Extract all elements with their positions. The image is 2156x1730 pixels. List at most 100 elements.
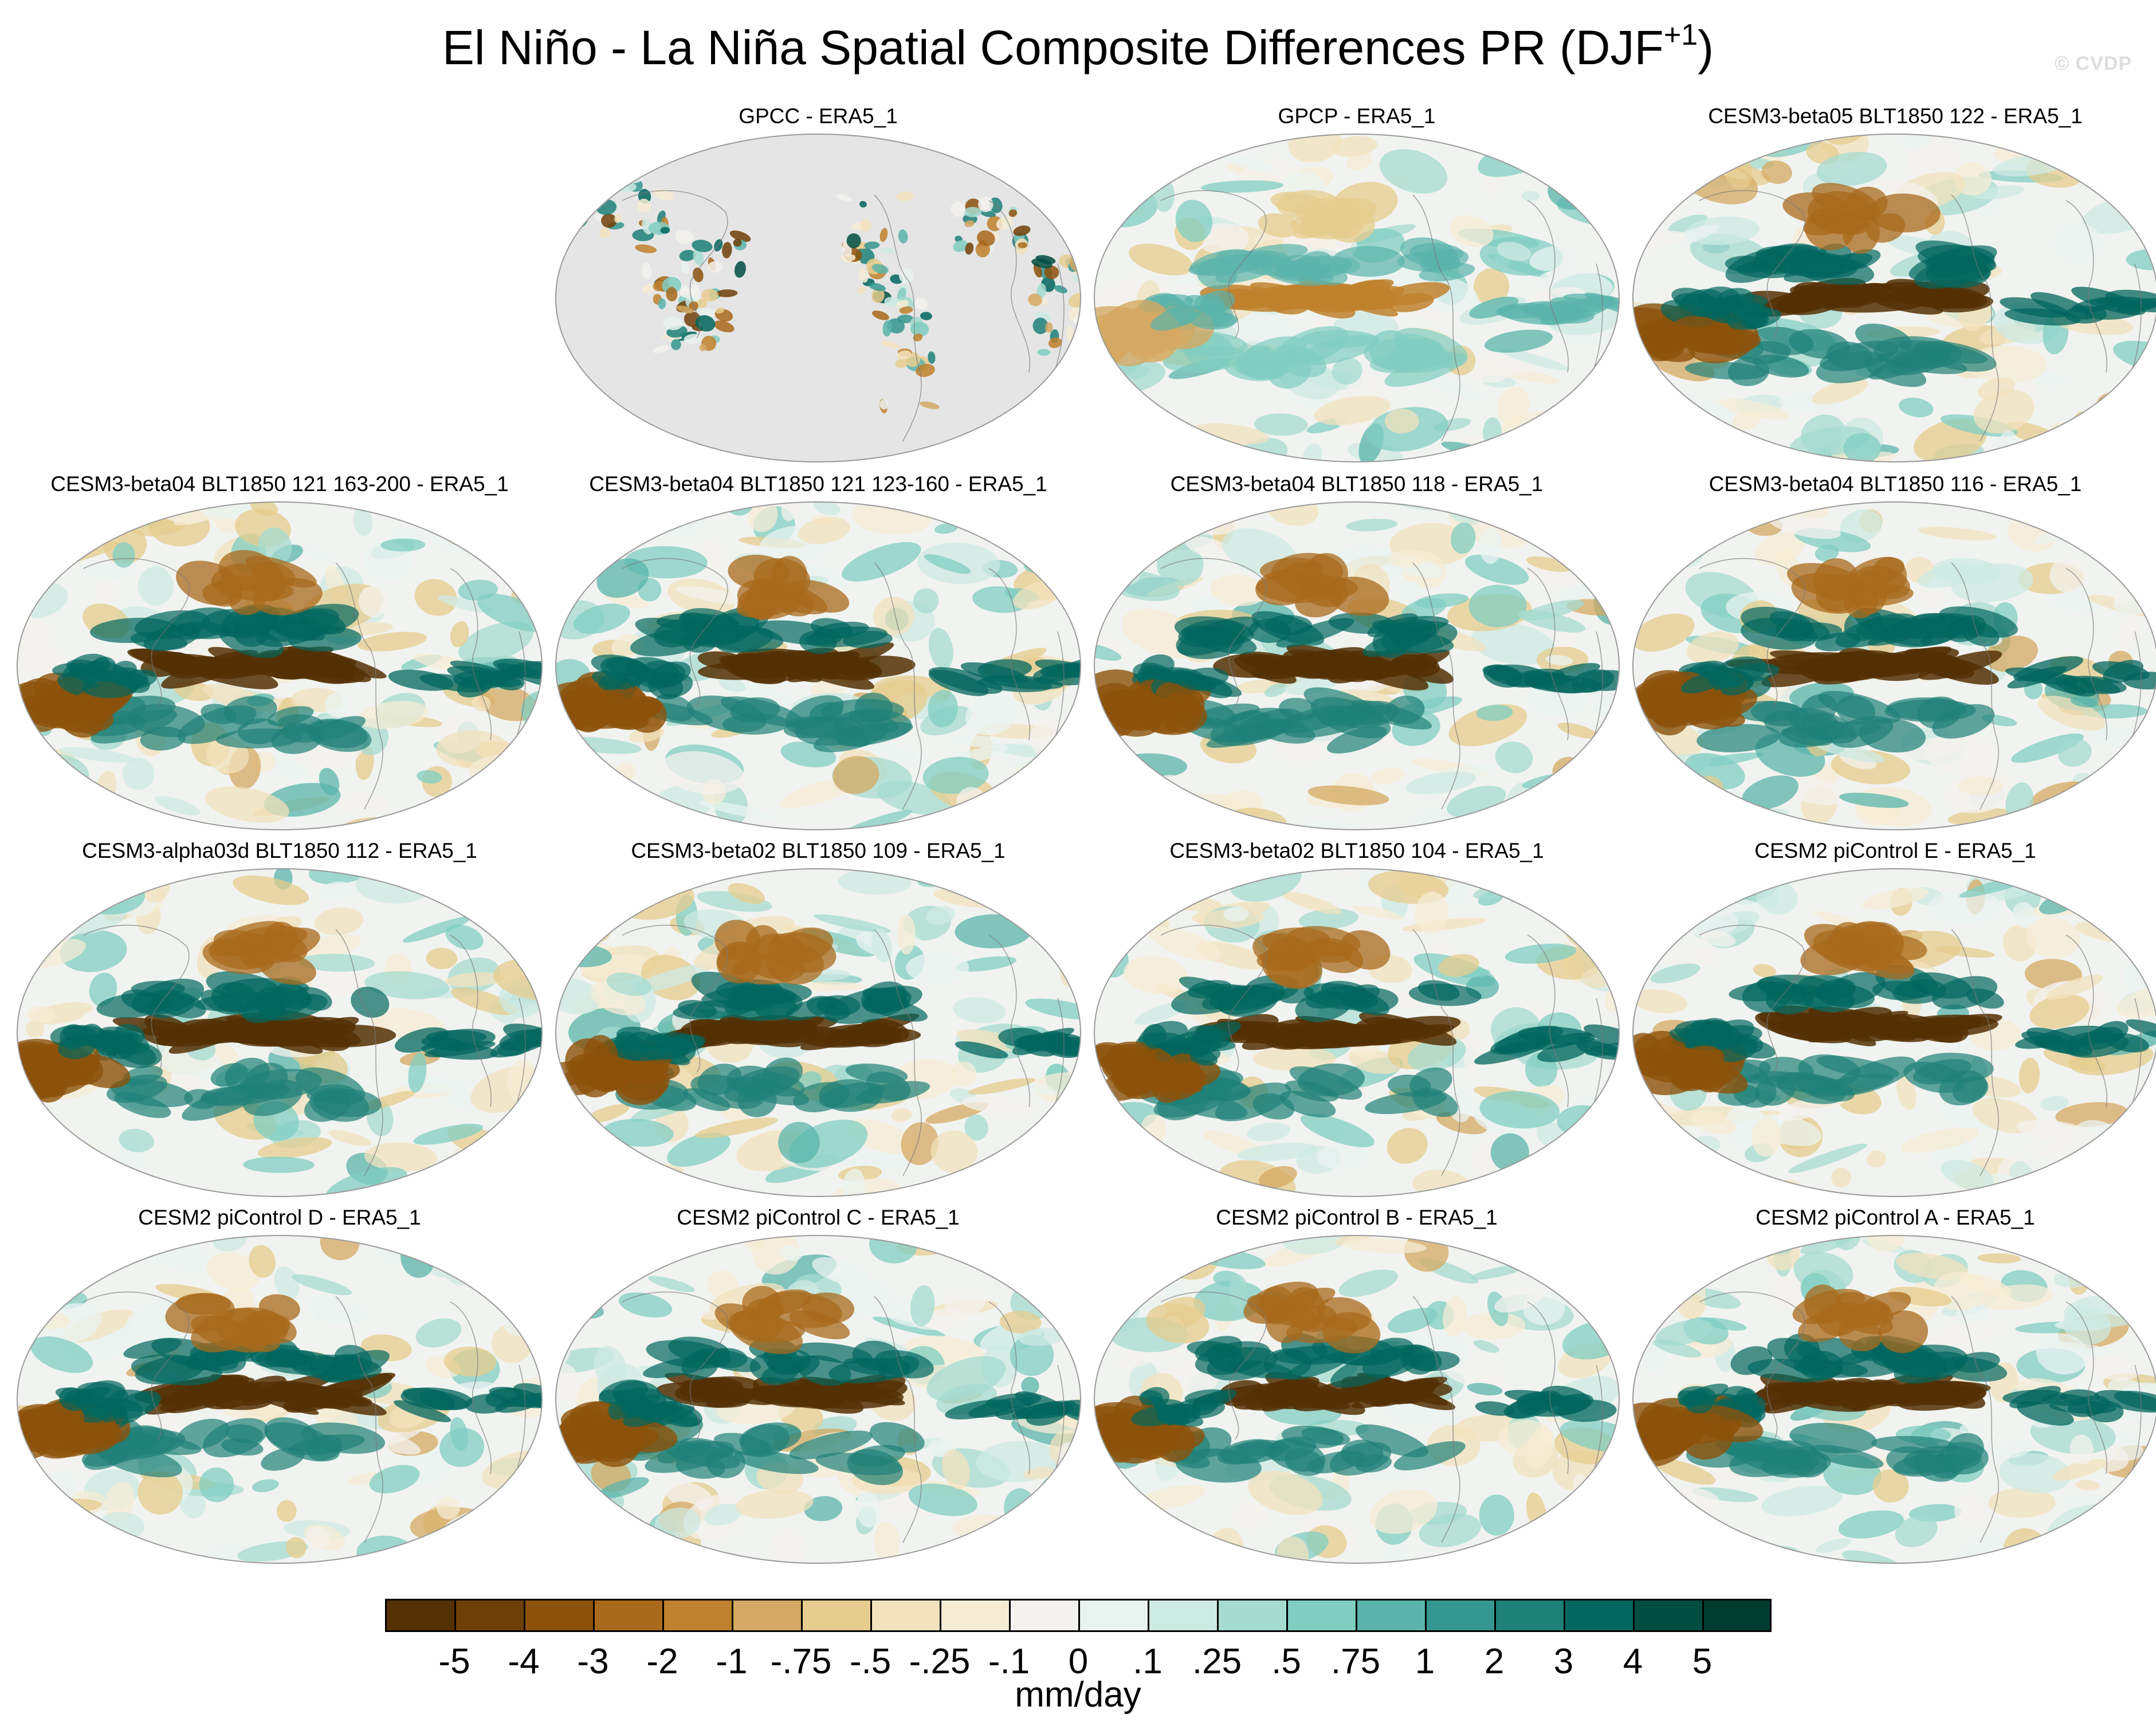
anomaly-patch (666, 287, 678, 301)
anomaly-patch (910, 1285, 935, 1327)
anomaly-patch (1655, 1319, 1713, 1346)
anomaly-patch (757, 1289, 812, 1316)
anomaly-patch (714, 239, 723, 252)
anomaly-patch (905, 952, 969, 983)
anomaly-patch (17, 1045, 65, 1076)
anomaly-patch (589, 1428, 659, 1456)
anomaly-patch (337, 792, 388, 815)
anomaly-patch (1332, 357, 1362, 385)
cvdp-watermark: © CVDP (2055, 53, 2132, 74)
anomaly-patch (243, 1156, 315, 1173)
anomaly-patch (675, 229, 694, 245)
anomaly-patch (1633, 422, 1678, 448)
anomaly-patch (743, 653, 806, 678)
anomaly-patch (964, 220, 975, 227)
anomaly-patch (1028, 293, 1043, 307)
coastline (83, 1291, 526, 1543)
anomaly-patch (1465, 352, 1514, 383)
anomaly-patch (2131, 529, 2156, 570)
anomaly-patch (1726, 1037, 1776, 1059)
anomaly-patch (1158, 1063, 1207, 1093)
anomaly-patch (2040, 1096, 2069, 1111)
anomaly-patch (1633, 1030, 1686, 1077)
anomaly-patch (1386, 1538, 1407, 1563)
anomaly-patch (1633, 151, 1659, 179)
anomaly-patch (1094, 563, 1124, 601)
anomaly-patch (1422, 376, 1485, 400)
anomaly-patch (1675, 1550, 1720, 1563)
anomaly-patch (1521, 191, 1540, 201)
anomaly-patch (660, 751, 745, 795)
anomaly-patch (1633, 1235, 1698, 1260)
anomaly-patch (2013, 656, 2084, 681)
anomaly-patch (78, 1023, 104, 1046)
anomaly-patch (1044, 265, 1059, 280)
panel-title: GPCP - ERA5_1 (1278, 104, 1436, 128)
anomaly-patch (965, 693, 1018, 736)
anomaly-patch (632, 964, 712, 993)
anomaly-patch (914, 298, 928, 310)
anomaly-patch (194, 502, 248, 520)
map-outline (17, 501, 543, 830)
map-outline (555, 1235, 1081, 1564)
anomaly-patch (105, 1481, 135, 1523)
panel-title: CESM3-alpha03d BLT1850 112 - ERA5_1 (82, 839, 477, 862)
map-outline (555, 501, 1081, 830)
anomaly-patch (1124, 955, 1188, 994)
panel-title: CESM2 piControl E - ERA5_1 (1754, 839, 2036, 862)
colorbar-tick-label: -2 (646, 1642, 678, 1681)
anomaly-patch (17, 742, 48, 760)
anomaly-patch (614, 214, 622, 223)
anomaly-patch (1248, 1470, 1323, 1515)
colorbar-swatch (454, 1599, 524, 1632)
anomaly-patch (1225, 155, 1275, 172)
anomaly-patch (1037, 348, 1051, 356)
anomaly-patch (691, 284, 701, 301)
anomaly-patch (1301, 330, 1379, 348)
anomaly-patch (591, 701, 649, 730)
anomaly-patch (871, 264, 889, 274)
anomaly-patch (2071, 297, 2123, 313)
anomaly-patch (834, 810, 913, 830)
anomaly-patch (996, 216, 1014, 230)
anomaly-patch (964, 1114, 988, 1141)
anomaly-patch (843, 1152, 912, 1170)
anomaly-patch (2057, 739, 2092, 767)
anomaly-patch (1200, 290, 1235, 314)
anomaly-patch (856, 1492, 881, 1528)
anomaly-patch (1004, 1488, 1036, 1527)
anomaly-patch (977, 230, 995, 246)
colorbar-swatch (1356, 1599, 1425, 1632)
panel-title: CESM3-beta02 BLT1850 104 - ERA5_1 (1169, 839, 1544, 862)
anomaly-patch (202, 582, 242, 607)
robinson-map (1094, 868, 1620, 1197)
anomaly-patch (1111, 1250, 1158, 1264)
anomaly-patch (2079, 144, 2129, 167)
colorbar-tick-label: 2 (1484, 1642, 1505, 1681)
anomaly-patch (1388, 550, 1427, 568)
anomaly-patch (1258, 213, 1299, 238)
anomaly-patch (1812, 379, 1868, 405)
anomaly-patch (941, 1449, 971, 1489)
anomaly-patch (1210, 574, 1267, 606)
anomaly-patch (1259, 558, 1323, 582)
anomaly-patch (257, 1137, 332, 1159)
anomaly-patch (1789, 1422, 1877, 1454)
anomaly-patch (926, 1356, 1006, 1402)
anomaly-patch (928, 1439, 951, 1457)
anomaly-patch (614, 1060, 667, 1105)
anomaly-patch (1563, 293, 1619, 308)
anomaly-patch (1784, 253, 1873, 283)
coastline (622, 558, 1065, 810)
anomaly-patch (864, 241, 880, 249)
anomaly-patch (733, 238, 742, 247)
anomaly-patch (1581, 670, 1619, 691)
anomaly-patch (965, 242, 974, 255)
anomaly-patch (895, 358, 909, 368)
anomaly-patch (443, 1346, 497, 1377)
anomaly-patch (924, 554, 971, 574)
anomaly-patch (1316, 1143, 1367, 1170)
anomaly-patch (138, 566, 174, 606)
anomaly-patch (1896, 1075, 1917, 1110)
anomaly-patch (258, 1294, 300, 1322)
